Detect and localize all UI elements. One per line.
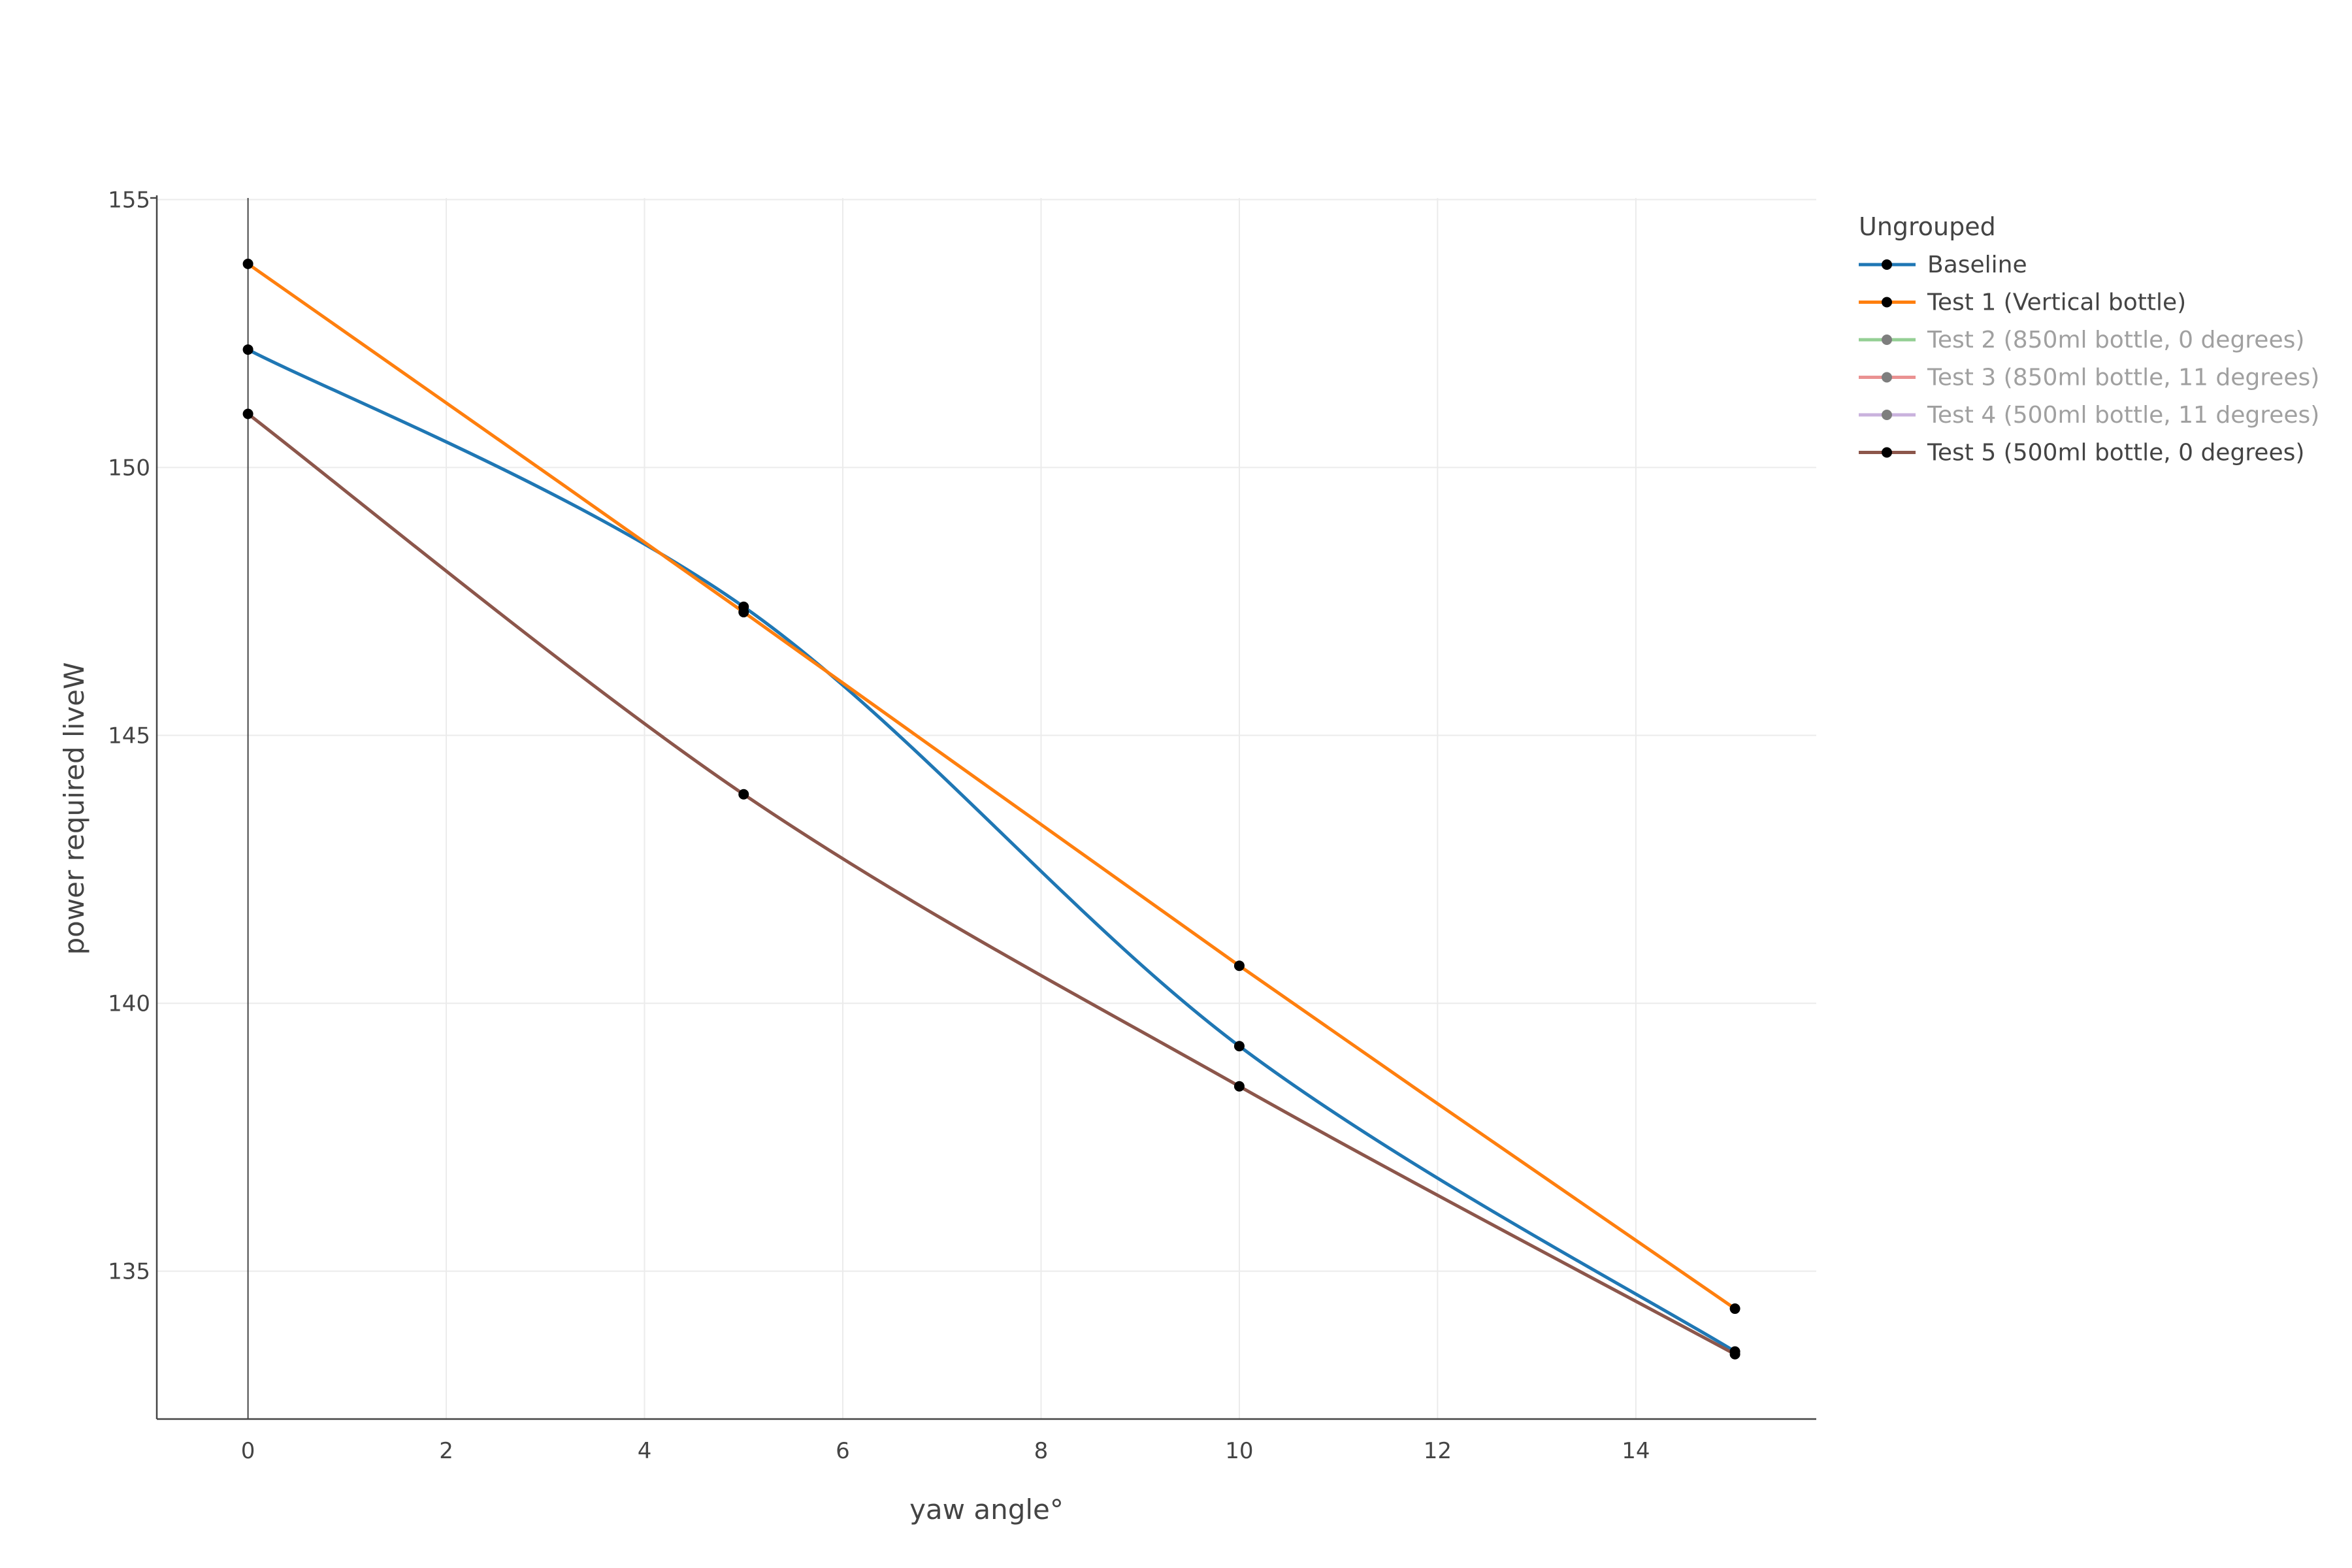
data-point-series-1[interactable]	[1233, 1041, 1245, 1052]
legend-swatch-marker	[1882, 447, 1892, 458]
legend-label: Test 5 (500ml bottle, 0 degrees)	[1927, 440, 2304, 466]
x-tick-label: 12	[1424, 1438, 1452, 1464]
legend-label: Test 1 (Vertical bottle)	[1927, 289, 2186, 316]
data-point-series-1[interactable]	[242, 344, 253, 355]
x-tick-label: 4	[638, 1438, 652, 1464]
data-point-series-6[interactable]	[242, 408, 253, 419]
series-line-2	[246, 262, 1737, 1311]
legend-item-series-5[interactable]: Test 4 (500ml bottle, 11 degrees)	[1859, 402, 2319, 429]
data-points	[242, 258, 1740, 1360]
y-tick-label: 140	[108, 991, 150, 1017]
x-tick-label: 2	[439, 1438, 453, 1464]
data-point-series-2[interactable]	[242, 258, 253, 269]
y-tick-label: 145	[108, 723, 150, 749]
x-tick-label: 8	[1034, 1438, 1049, 1464]
legend: Ungrouped Baseline Test 1 (Vertical bottl…	[1859, 212, 2319, 466]
data-point-series-6[interactable]	[1729, 1348, 1740, 1360]
x-tick-label: 6	[836, 1438, 850, 1464]
y-tick-label: 135	[108, 1259, 150, 1285]
legend-swatch-marker	[1882, 335, 1892, 345]
legend-item-series-3[interactable]: Test 2 (850ml bottle, 0 degrees)	[1859, 327, 2304, 353]
series-lines	[246, 262, 1737, 1356]
legend-label: Baseline	[1927, 252, 2027, 278]
x-tick-label: 10	[1225, 1438, 1253, 1464]
y-tick-label: 155	[108, 187, 150, 213]
legend-item-series-1[interactable]: Baseline	[1859, 252, 2027, 278]
y-axis-title: power required liveW	[58, 662, 90, 955]
legend-title: Ungrouped	[1859, 212, 1996, 241]
x-tick-label: 14	[1622, 1438, 1650, 1464]
x-tick-label: 0	[241, 1438, 255, 1464]
legend-item-series-4[interactable]: Test 3 (850ml bottle, 11 degrees)	[1859, 365, 2319, 391]
legend-label: Test 2 (850ml bottle, 0 degrees)	[1927, 327, 2304, 353]
legend-swatch-marker	[1882, 259, 1892, 270]
legend-label: Test 4 (500ml bottle, 11 degrees)	[1927, 402, 2319, 429]
y-tick-label: 150	[108, 455, 150, 482]
data-point-series-6[interactable]	[738, 789, 749, 800]
series-line-1	[246, 348, 1737, 1354]
gridlines	[157, 198, 1816, 1419]
data-point-series-2[interactable]	[738, 606, 749, 617]
legend-item-series-6[interactable]: Test 5 (500ml bottle, 0 degrees)	[1859, 440, 2304, 466]
legend-swatch-marker	[1882, 372, 1892, 383]
x-axis-title: yaw angle°	[909, 1494, 1064, 1526]
legend-item-series-2[interactable]: Test 1 (Vertical bottle)	[1859, 289, 2186, 316]
legend-swatch-marker	[1882, 410, 1892, 420]
legend-swatch-marker	[1882, 297, 1892, 308]
data-point-series-2[interactable]	[1233, 960, 1245, 972]
legend-label: Test 3 (850ml bottle, 11 degrees)	[1927, 365, 2319, 391]
series-line-6	[246, 412, 1737, 1356]
data-point-series-6[interactable]	[1233, 1081, 1245, 1092]
tick-labels: 0 2 4 6 8 10 12 14 135 140 145 150 155	[108, 187, 1650, 1464]
axes	[150, 195, 1816, 1420]
data-point-series-2[interactable]	[1729, 1303, 1740, 1315]
